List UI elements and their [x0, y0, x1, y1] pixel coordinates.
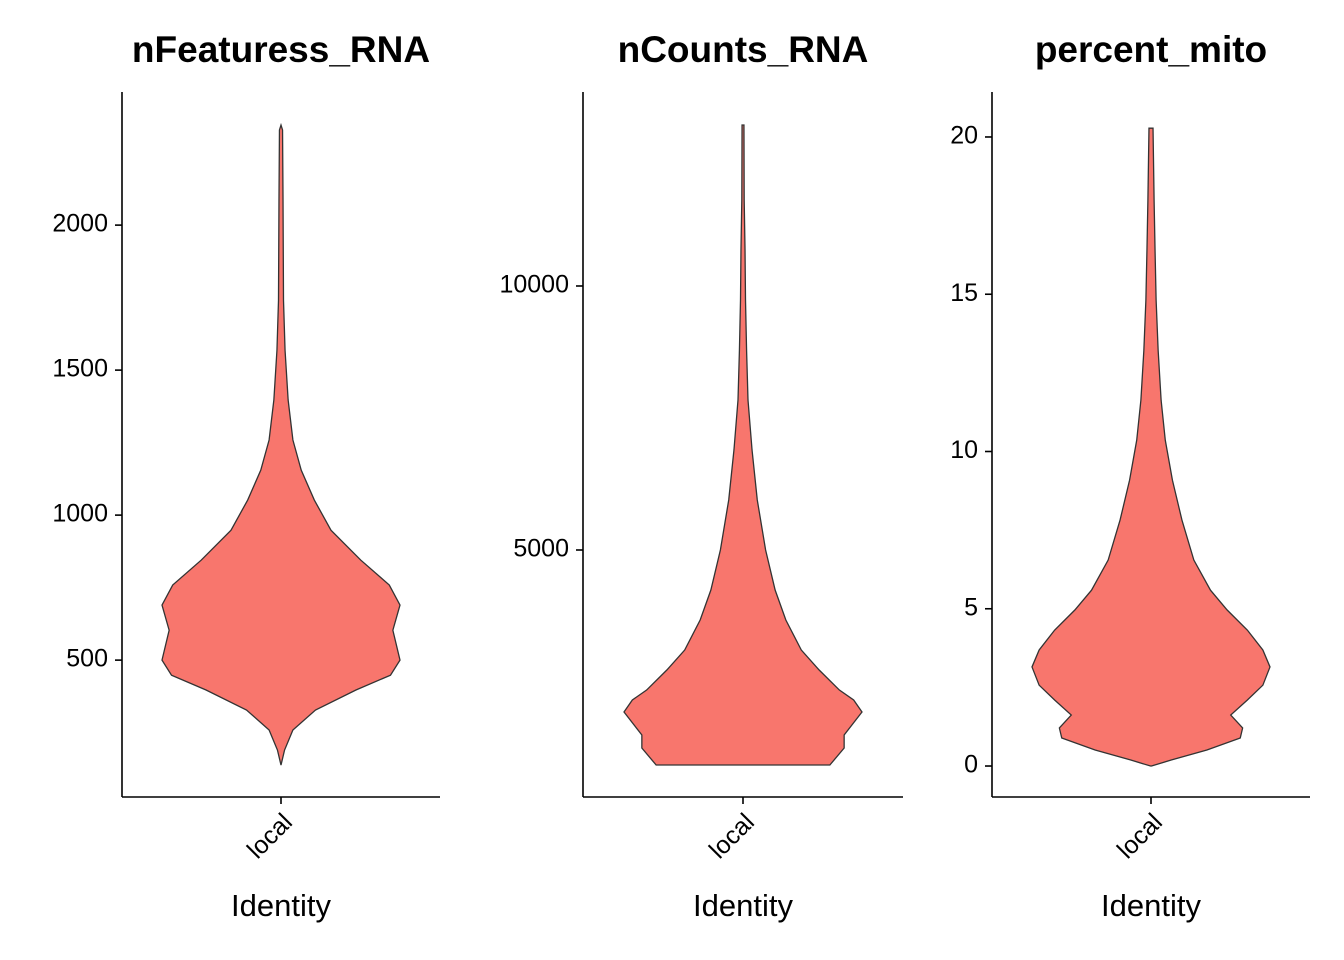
- y-tick-label: 10: [950, 436, 978, 464]
- y-tick-label: 500: [66, 645, 108, 673]
- chart-title: nCounts_RNA: [618, 29, 869, 70]
- y-tick-label: 1500: [52, 355, 108, 383]
- y-tick-label: 0: [964, 751, 978, 779]
- y-tick-label: 5: [964, 593, 978, 621]
- y-tick-label: 20: [950, 122, 978, 150]
- x-tick-label: local: [1112, 808, 1168, 864]
- chart-title: percent_mito: [1035, 29, 1267, 70]
- chart-title: nFeaturess_RNA: [132, 29, 430, 70]
- x-axis-title: Identity: [1101, 888, 1201, 923]
- x-axis-title: Identity: [693, 888, 793, 923]
- y-tick-label: 5000: [513, 535, 569, 563]
- violin: [623, 124, 863, 766]
- y-tick-label: 1000: [52, 500, 108, 528]
- y-tick-label: 15: [950, 279, 978, 307]
- y-tick-label: 2000: [52, 210, 108, 238]
- x-tick-label: local: [704, 808, 760, 864]
- violin: [161, 122, 401, 766]
- x-axis-title: Identity: [231, 888, 331, 923]
- violin: [1031, 127, 1271, 767]
- y-tick-label: 10000: [499, 271, 569, 299]
- x-tick-label: local: [242, 808, 298, 864]
